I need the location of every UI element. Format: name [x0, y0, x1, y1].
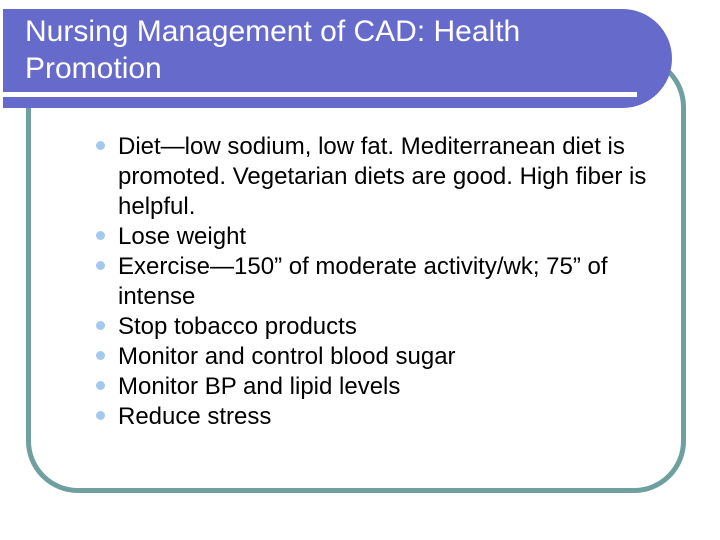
bullet-list: Diet—low sodium, low fat. Mediterranean …	[95, 132, 663, 432]
bullet-item: Stop tobacco products	[95, 312, 663, 342]
bullet-dot-icon	[96, 351, 105, 360]
bullet-item: Reduce stress	[95, 402, 663, 432]
slide-title: Nursing Management of CAD: Health Promot…	[25, 15, 521, 85]
bullet-text: Lose weight	[118, 223, 247, 250]
bullet-text: Exercise—150” of moderate activity/wk; 7…	[118, 253, 608, 310]
bullet-item: Monitor BP and lipid levels	[95, 372, 663, 402]
bullet-text: Reduce stress	[118, 403, 272, 430]
bullet-dot-icon	[96, 411, 105, 420]
bullet-dot-icon	[96, 231, 105, 240]
bullet-dot-icon	[96, 261, 105, 270]
bullet-text: Diet—low sodium, low fat. Mediterranean …	[118, 133, 647, 220]
bullet-text: Monitor and control blood sugar	[118, 343, 456, 370]
bullet-text: Stop tobacco products	[118, 313, 357, 340]
bullet-text: Monitor BP and lipid levels	[118, 373, 401, 400]
title-underline	[3, 92, 637, 97]
bullet-dot-icon	[96, 321, 105, 330]
title-bar	[3, 9, 672, 108]
bullet-dot-icon	[96, 141, 105, 150]
bullet-item: Diet—low sodium, low fat. Mediterranean …	[95, 132, 663, 222]
bullet-dot-icon	[96, 381, 105, 390]
bullet-item: Monitor and control blood sugar	[95, 342, 663, 372]
bullet-item: Exercise—150” of moderate activity/wk; 7…	[95, 252, 663, 312]
bullet-item: Lose weight	[95, 222, 663, 252]
